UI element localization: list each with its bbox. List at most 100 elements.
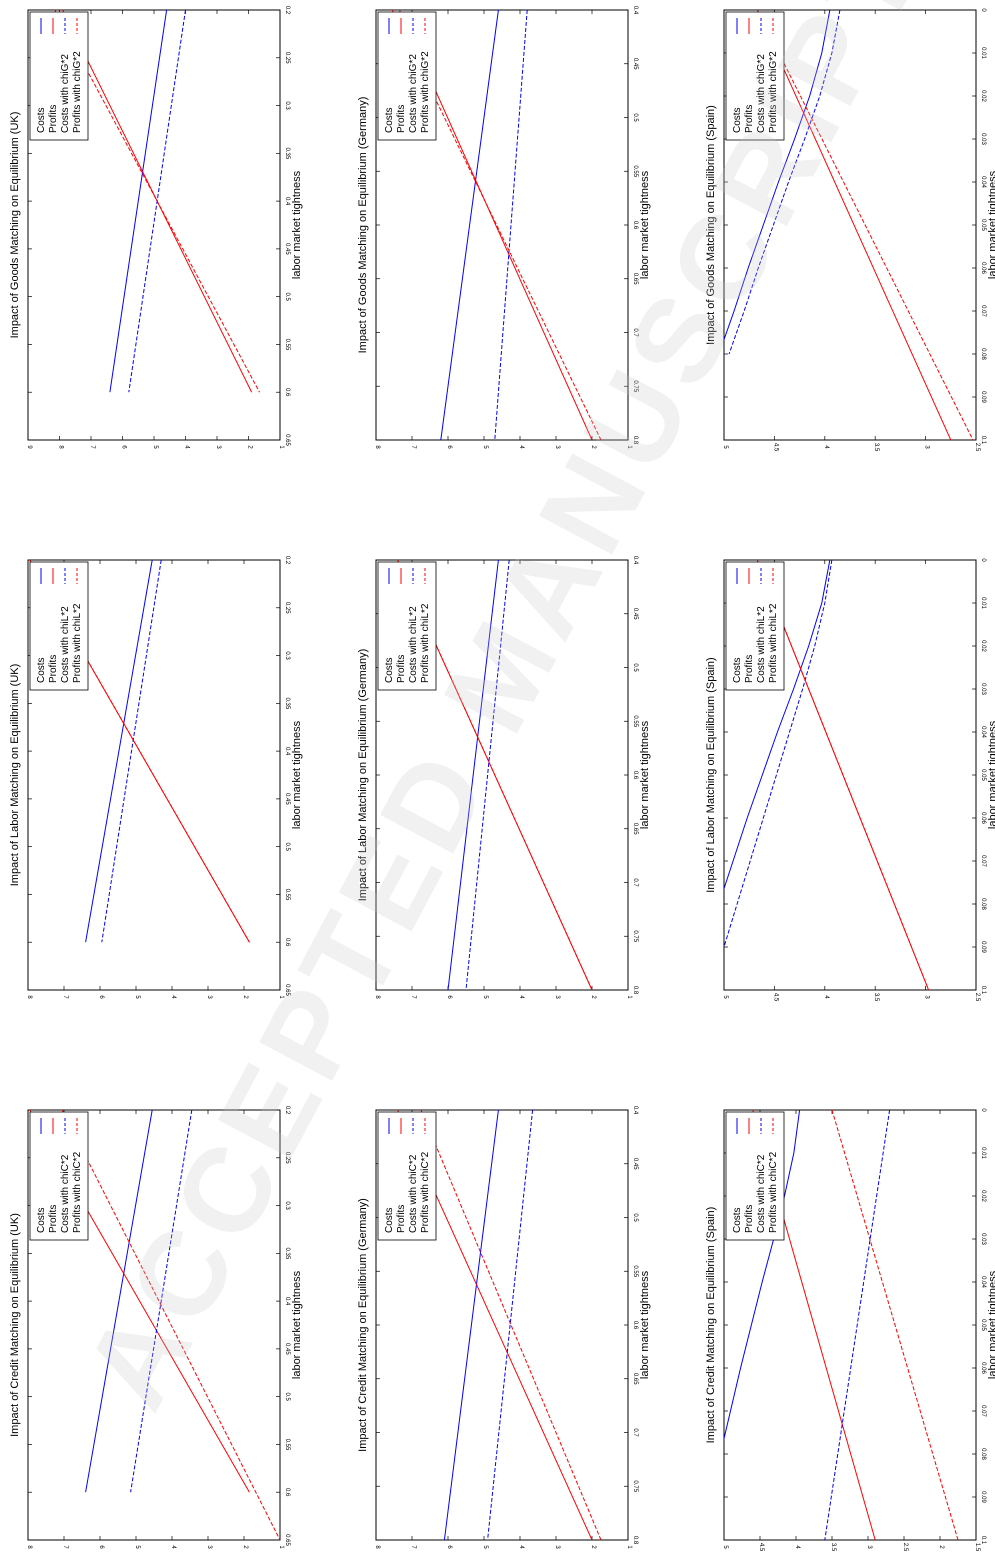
y-tick-label: 4 [518, 995, 524, 999]
x-tick-label: 0.8 [632, 986, 638, 995]
legend-box [725, 561, 785, 691]
x-tick-label: 0.4 [284, 1297, 290, 1306]
y-tick-label: 3 [215, 445, 221, 449]
legend-label: Costs [36, 107, 47, 133]
x-tick-label: 0.8 [632, 436, 638, 445]
legend-box [29, 561, 89, 691]
x-tick-label: 0.3 [284, 651, 290, 660]
y-tick-label: 4 [794, 1545, 800, 1549]
x-tick-label: 0.03 [980, 683, 986, 695]
x-tick-label: 0.25 [284, 602, 290, 614]
x-tick-label: 0.45 [632, 608, 638, 620]
legend: Costs Profits Costs with chiC*2 Profits wit… [29, 1111, 89, 1241]
x-tick-label: 0 [980, 8, 986, 12]
x-tick-label: 0.02 [980, 640, 986, 652]
x-tick-label: 0.2 [284, 1106, 290, 1115]
chart-labor-germany: 1 2 3 4 5 6 7 8 0.4 0.45 0.5 0.55 0.6 0.65 0.7 0.75 0.8 I… [357, 556, 651, 1000]
series-line-costs [440, 10, 499, 440]
x-tick-label: 0.4 [632, 556, 638, 565]
chart-title: Impact of Labor Matching on Equilibrium … [705, 657, 717, 892]
y-tick-label: 1 [626, 445, 632, 449]
chart-credit-uk: 1 2 3 4 5 6 7 8 0.2 0.25 0.3 0.35 0.4 0.45 0.5 0.55 0.6 0… [9, 1106, 303, 1550]
x-tick-label: 0.04 [980, 1276, 986, 1288]
chart-title: Impact of Labor Matching on Equilibrium … [357, 649, 369, 902]
y-tick-label: 7 [410, 1545, 416, 1549]
series-line-costs-with-chic-2 [130, 1110, 193, 1493]
legend-label: Profits with chiL*2 [72, 603, 83, 683]
chart-title: Impact of Goods Matching on Equilibrium … [9, 112, 21, 339]
x-tick-label: 0.06 [980, 262, 986, 274]
legend-label: Costs [36, 1207, 47, 1233]
x-tick-label: 0.01 [980, 597, 986, 609]
y-tick-label: 2 [590, 1545, 596, 1549]
y-tick-label: 5 [134, 995, 140, 999]
y-tick-label: 5 [482, 995, 488, 999]
x-tick-label: 0.2 [284, 556, 290, 565]
y-tick-label: 4 [823, 445, 829, 449]
x-tick-label: 0.04 [980, 726, 986, 738]
series-line-costs-with-chic-2 [487, 1110, 534, 1540]
x-tick-label: 0.35 [284, 147, 290, 159]
x-tick-label: 0.75 [632, 930, 638, 942]
legend-label: Profits [48, 655, 59, 683]
series-line-profits-with-chic-2 [831, 1110, 959, 1540]
x-tick-label: 0.55 [632, 715, 638, 727]
legend-label: Costs with chiC*2 [408, 1154, 419, 1233]
series-line-costs-with-chic-2 [824, 1110, 891, 1540]
x-tick-label: 0.5 [632, 1213, 638, 1222]
x-tick-label: 0.04 [980, 176, 986, 188]
x-tick-label: 0.09 [980, 391, 986, 403]
series-line-profits-with-chig-2 [54, 10, 260, 393]
x-tick-label: 0.08 [980, 898, 986, 910]
x-tick-label: 0.6 [284, 1488, 290, 1497]
x-tick-label: 0.05 [980, 769, 986, 781]
series-line-profits-with-chil-2 [756, 560, 930, 990]
series-line-costs-with-chig-2 [728, 10, 841, 355]
y-tick-label: 2 [242, 995, 248, 999]
series-line-costs-with-chil-2 [465, 560, 510, 990]
y-tick-label: 2.5 [902, 1543, 908, 1552]
legend-label: Costs [384, 107, 395, 133]
legend-box [377, 1111, 437, 1241]
legend: Costs Profits Costs with chiL*2 Profits wit… [725, 561, 785, 691]
series-line-costs [109, 10, 168, 393]
x-tick-label: 0.03 [980, 1233, 986, 1245]
y-tick-label: 5 [134, 1545, 140, 1549]
chart-labor-uk: 1 2 3 4 5 6 7 8 0.2 0.25 0.3 0.35 0.4 0.45 0.5 0.55 0.6 0… [9, 556, 303, 1000]
legend-label: Costs [384, 1207, 395, 1233]
y-tick-label: 1.5 [974, 1543, 980, 1552]
x-tick-label: 0.5 [632, 113, 638, 122]
y-tick-label: 3 [924, 445, 930, 449]
series-line-costs [724, 560, 831, 891]
x-tick-label: 0.06 [980, 812, 986, 824]
legend-label: Costs [732, 657, 743, 683]
chart-labor-spain: 2.5 3 3.5 4 4.5 5 0 0.01 0.02 0.03 0.04 0.05 0.06 0.0… [705, 558, 995, 1002]
chart-title: Impact of Credit Matching on Equilibrium… [9, 1213, 21, 1437]
x-tick-label: 0.65 [632, 273, 638, 285]
x-axis-label: labor market tightness [639, 1270, 651, 1379]
x-tick-label: 0.55 [632, 1265, 638, 1277]
legend: Costs Profits Costs with chiG*2 Profits wit… [377, 11, 437, 141]
x-tick-label: 0.45 [632, 1158, 638, 1170]
x-tick-label: 0.75 [632, 380, 638, 392]
x-tick-label: 0.25 [284, 52, 290, 64]
y-tick-label: 4 [170, 1545, 176, 1549]
y-tick-label: 2.5 [974, 993, 980, 1002]
legend-box [725, 1111, 785, 1241]
legend-label: Costs with chiL*2 [60, 606, 71, 683]
legend-label: Costs with chiL*2 [756, 606, 767, 683]
x-tick-label: 0.3 [284, 1201, 290, 1210]
chart-goods-germany: 1 2 3 4 5 6 7 8 0.4 0.45 0.5 0.55 0.6 0.65 0.7 0.75 0.8 I… [357, 6, 651, 450]
legend: Costs Profits Costs with chiL*2 Profits wit… [377, 561, 437, 691]
y-tick-label: 2 [242, 1545, 248, 1549]
y-tick-label: 2 [247, 445, 253, 449]
x-tick-label: 0.65 [632, 823, 638, 835]
y-tick-label: 1 [626, 995, 632, 999]
y-tick-label: 6 [446, 1545, 452, 1549]
chart-title: Impact of Goods Matching on Equilibrium … [705, 105, 717, 345]
legend-box [29, 11, 89, 141]
y-tick-label: 7 [410, 995, 416, 999]
y-tick-label: 6 [446, 995, 452, 999]
y-tick-label: 3 [206, 1545, 212, 1549]
y-tick-label: 5 [722, 1545, 728, 1549]
